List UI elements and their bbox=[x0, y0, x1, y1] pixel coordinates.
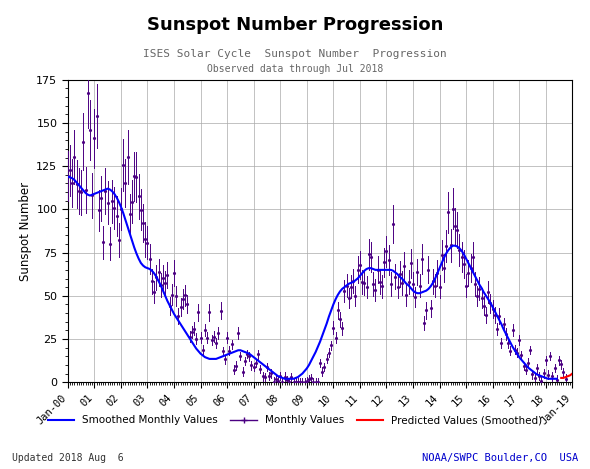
Text: Updated 2018 Aug  6: Updated 2018 Aug 6 bbox=[12, 454, 123, 463]
Text: NOAA/SWPC Boulder,CO  USA: NOAA/SWPC Boulder,CO USA bbox=[422, 454, 578, 463]
Legend: Smoothed Monthly Values, Monthly Values, Predicted Values (Smoothed): Smoothed Monthly Values, Monthly Values,… bbox=[44, 411, 546, 430]
Text: Observed data through Jul 2018: Observed data through Jul 2018 bbox=[207, 64, 383, 74]
Text: Sunspot Number Progression: Sunspot Number Progression bbox=[147, 16, 443, 34]
Text: ISES Solar Cycle  Sunspot Number  Progression: ISES Solar Cycle Sunspot Number Progress… bbox=[143, 49, 447, 59]
Y-axis label: Sunspot Number: Sunspot Number bbox=[19, 182, 32, 280]
